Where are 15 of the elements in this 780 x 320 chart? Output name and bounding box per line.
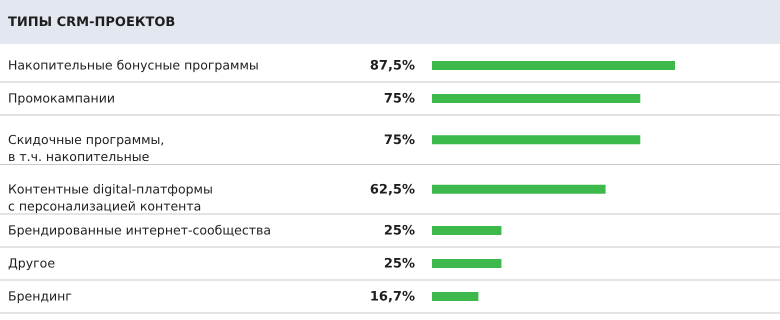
text: ТИПЫ CRM-ПРОЕКТОВ <box>8 15 176 30</box>
data-label: 25% <box>384 224 415 238</box>
data-label: 25% <box>384 256 415 272</box>
y-tick-label: Другое <box>8 256 56 270</box>
y-tick-label: Скидочные программы, в т.ч. накопительные <box>8 132 164 164</box>
data-label: 75% <box>384 132 415 148</box>
y-tick-label: Контентные digital-платформы с персонализацией контента <box>8 181 213 214</box>
y-tick-label: Брендинг <box>8 288 72 304</box>
y-tick-label: Промокампании <box>8 90 115 106</box>
data-label: 75% <box>384 92 415 106</box>
data-label: 87,5% <box>370 58 415 74</box>
data-label: 62,5% <box>370 182 415 198</box>
data-label: 16,7% <box>370 290 415 304</box>
y-tick-label: Брендированные интернет-сообщества <box>8 222 272 238</box>
y-tick-label: Накопительные бонусные программы <box>8 58 259 72</box>
